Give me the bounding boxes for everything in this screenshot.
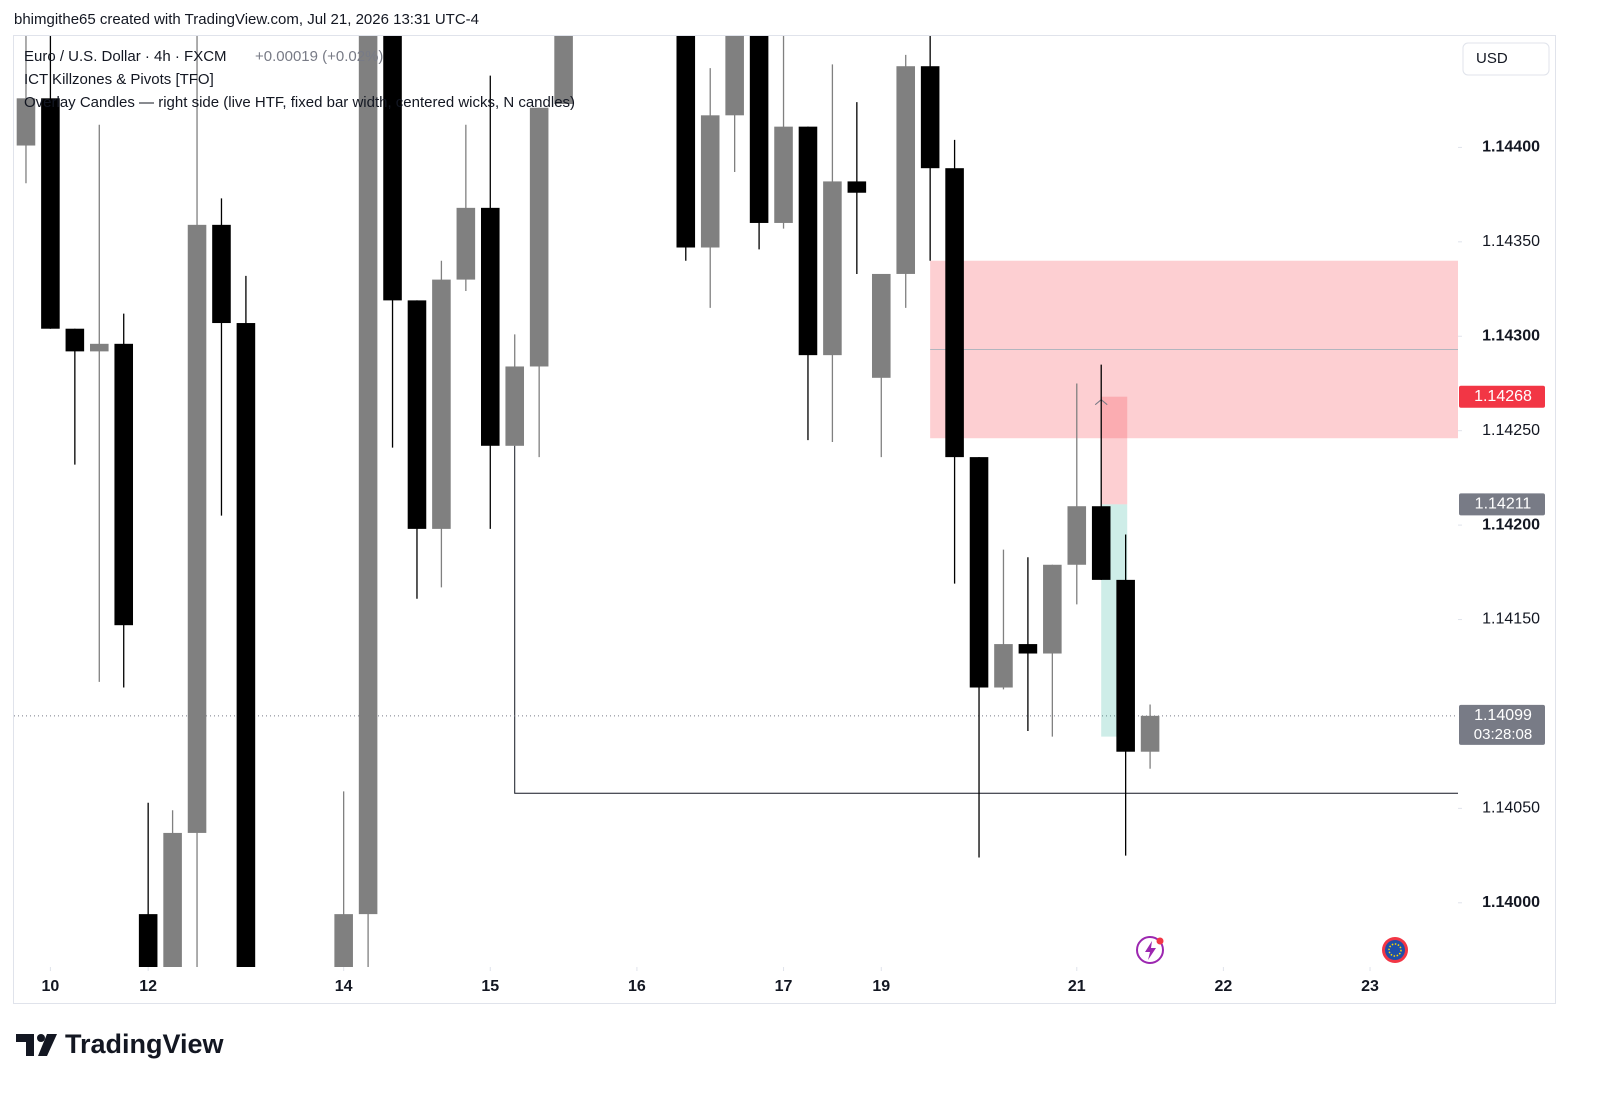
candle-body	[1140, 715, 1160, 752]
price-badge-label: 1.14099	[1474, 707, 1532, 724]
candle-body	[16, 98, 36, 146]
event-icon[interactable]	[1136, 936, 1164, 964]
symbol-legend: Euro / U.S. Dollar · 4h · FXCM	[24, 48, 227, 65]
x-tick-label: 12	[139, 978, 157, 995]
candle-body	[114, 343, 134, 626]
candle-body	[432, 279, 451, 529]
candle-body	[798, 126, 818, 356]
y-tick-label: 1.14250	[1482, 422, 1540, 439]
price-badge	[1459, 704, 1545, 745]
watermark: bhimgithe65 created with TradingView.com…	[14, 11, 479, 28]
y-tick-label: 1.14350	[1482, 233, 1540, 250]
candle-body	[187, 224, 207, 833]
x-tick-label: 14	[335, 978, 353, 995]
indicator-legend: Overlay Candles — right side (live HTF, …	[24, 94, 575, 111]
y-tick-label: 1.14200	[1482, 516, 1540, 533]
candle-body	[920, 66, 940, 169]
candle-body	[969, 457, 989, 688]
x-tick-label: 19	[872, 978, 890, 995]
indicator-legend: ICT Killzones & Pivots [TFO]	[24, 71, 214, 88]
candle-body	[456, 207, 476, 280]
x-tick-label: 23	[1361, 978, 1379, 995]
candle-body	[774, 126, 793, 223]
candle-body	[676, 36, 696, 248]
x-tick-label: 22	[1215, 978, 1233, 995]
price-badge-label: 1.14211	[1475, 496, 1532, 513]
brand-name: TradingView	[65, 1029, 225, 1059]
candle-body	[1067, 506, 1087, 565]
eu-flag-icon[interactable]	[1382, 937, 1408, 963]
candle-body	[725, 36, 744, 116]
candle-body	[994, 644, 1013, 688]
candle-body	[41, 98, 60, 329]
candle-body	[823, 181, 842, 356]
price-badge	[1459, 493, 1545, 516]
brand-logo	[16, 1034, 57, 1056]
x-tick-label: 17	[775, 978, 793, 995]
candle-body	[847, 181, 867, 193]
candle-body	[212, 224, 231, 324]
overlay-wick-zone	[1101, 396, 1128, 505]
candle-body	[1018, 644, 1038, 654]
candle-body	[1043, 564, 1062, 654]
y-tick-label: 1.14050	[1482, 800, 1540, 817]
candle-body	[554, 36, 573, 104]
pivot-line	[514, 445, 1458, 794]
candle-body	[505, 366, 525, 446]
currency-button[interactable]	[1462, 42, 1550, 76]
x-tick-label: 16	[628, 978, 646, 995]
price-badge-label: 1.14268	[1474, 388, 1532, 405]
candle-body	[163, 832, 182, 967]
countdown-label: 03:28:08	[1474, 726, 1532, 743]
candle-body	[1116, 579, 1135, 752]
candle-body	[700, 115, 720, 248]
candle-body	[138, 914, 158, 967]
candle-body	[65, 328, 85, 352]
candle-body	[896, 66, 916, 274]
candle-body	[90, 343, 109, 352]
y-tick-label: 1.14150	[1482, 611, 1540, 628]
x-tick-label: 15	[481, 978, 499, 995]
candle-body	[1091, 506, 1111, 580]
candle-body	[334, 914, 353, 967]
candle-body	[480, 207, 500, 446]
candle-body	[236, 323, 256, 967]
candle-body	[945, 168, 964, 458]
currency-label[interactable]: USD	[1476, 50, 1508, 67]
plot-area	[14, 36, 1458, 967]
candle-body	[383, 36, 402, 301]
candle-body	[749, 36, 769, 223]
x-tick-label: 10	[42, 978, 60, 995]
candle-body	[358, 36, 378, 915]
candle-body	[529, 107, 549, 367]
y-tick-label: 1.14000	[1482, 894, 1540, 911]
x-tick-label: 21	[1068, 978, 1086, 995]
candle-body	[407, 300, 427, 529]
price-badge	[1459, 385, 1545, 408]
candle-body	[871, 273, 891, 378]
change-legend: +0.00019 (+0.02%)	[255, 48, 383, 65]
y-tick-label: 1.14400	[1482, 139, 1540, 156]
y-tick-label: 1.14300	[1482, 327, 1540, 344]
